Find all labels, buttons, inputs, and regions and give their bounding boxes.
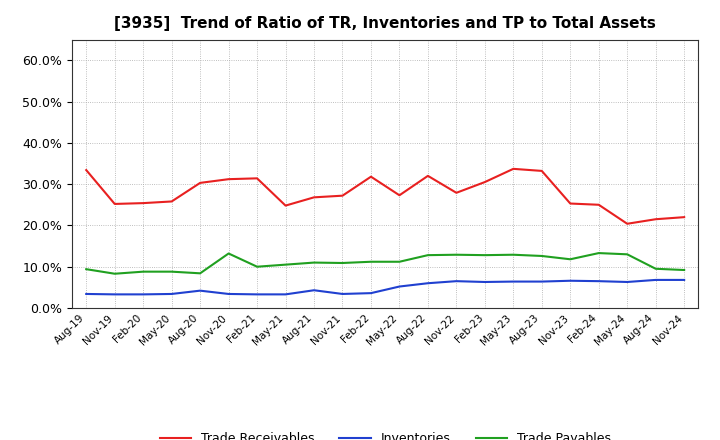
Inventories [82,291,91,297]
Trade Receivables [652,216,660,222]
Trade Receivables [253,176,261,181]
Trade Receivables [110,202,119,207]
Trade Receivables [196,180,204,186]
Trade Payables [139,269,148,274]
Trade Payables [366,259,375,264]
Trade Receivables [452,190,461,195]
Trade Receivables [595,202,603,207]
Line: Trade Payables: Trade Payables [86,253,684,274]
Trade Payables [452,252,461,257]
Inventories [139,292,148,297]
Inventories [310,288,318,293]
Inventories [196,288,204,293]
Trade Receivables [167,199,176,204]
Inventories [167,291,176,297]
Inventories [566,278,575,283]
Trade Receivables [225,176,233,182]
Inventories [282,292,290,297]
Trade Payables [566,257,575,262]
Trade Receivables [366,174,375,180]
Trade Payables [652,266,660,271]
Trade Receivables [623,221,631,227]
Trade Receivables [139,201,148,206]
Inventories [225,291,233,297]
Inventories [253,292,261,297]
Trade Payables [623,252,631,257]
Trade Payables [167,269,176,274]
Legend: Trade Receivables, Inventories, Trade Payables: Trade Receivables, Inventories, Trade Pa… [155,427,616,440]
Trade Receivables [282,203,290,208]
Trade Payables [225,251,233,256]
Title: [3935]  Trend of Ratio of TR, Inventories and TP to Total Assets: [3935] Trend of Ratio of TR, Inventories… [114,16,656,32]
Inventories [595,279,603,284]
Trade Payables [82,267,91,272]
Inventories [452,279,461,284]
Trade Receivables [680,215,688,220]
Trade Payables [338,260,347,266]
Trade Receivables [423,173,432,179]
Trade Payables [196,271,204,276]
Trade Payables [480,253,489,258]
Trade Payables [310,260,318,265]
Trade Receivables [82,168,91,173]
Trade Payables [680,268,688,273]
Trade Receivables [338,193,347,198]
Inventories [110,292,119,297]
Inventories [366,290,375,296]
Line: Inventories: Inventories [86,280,684,294]
Trade Payables [110,271,119,276]
Trade Receivables [480,180,489,185]
Inventories [537,279,546,284]
Trade Payables [282,262,290,267]
Trade Receivables [509,166,518,172]
Trade Receivables [537,168,546,173]
Trade Payables [395,259,404,264]
Inventories [480,279,489,285]
Trade Payables [509,252,518,257]
Trade Receivables [310,194,318,200]
Trade Payables [423,253,432,258]
Trade Payables [537,253,546,259]
Inventories [623,279,631,285]
Trade Payables [253,264,261,269]
Inventories [423,281,432,286]
Inventories [509,279,518,284]
Trade Payables [595,250,603,256]
Inventories [680,277,688,282]
Line: Trade Receivables: Trade Receivables [86,169,684,224]
Trade Receivables [395,193,404,198]
Inventories [395,284,404,289]
Inventories [652,277,660,282]
Inventories [338,291,347,297]
Trade Receivables [566,201,575,206]
